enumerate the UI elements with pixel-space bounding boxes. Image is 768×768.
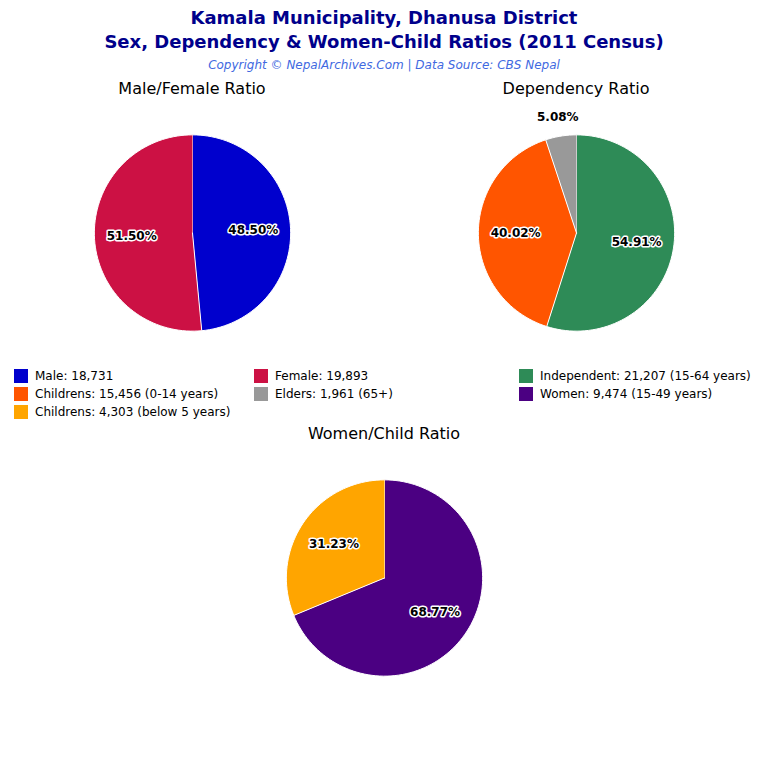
html-text:Kamala Municipality, Dhanusa D: Kamala Municipality, Dhanusa District (190, 7, 578, 28)
html-text:Sex, Dependency & Women-Child: Sex, Dependency & Women-Child Ratios (20… (104, 31, 664, 52)
svg-text:48.50%: 48.50% (228, 223, 278, 237)
html-text:Independent: 21,207 (15-64 yea: Independent: 21,207 (15-64 years) (540, 369, 751, 383)
svg-text:51.50%: 51.50% (107, 229, 157, 243)
svg-text:31.23%: 31.23% (309, 537, 359, 551)
svg-text:54.91%: 54.91% (612, 235, 662, 249)
svg-text:40.02%: 40.02% (491, 226, 541, 240)
html-text:Women/Child Ratio: Women/Child Ratio (307, 424, 461, 443)
html-text:Women: 9,474 (15-49 years): Women: 9,474 (15-49 years) (540, 387, 713, 401)
html-text:Elders: 1,961 (65+): Elders: 1,961 (65+) (275, 387, 393, 401)
html-text:Male/Female Ratio: Male/Female Ratio (118, 79, 266, 98)
html-text:Copyright © NepalArchives.Com: Copyright © NepalArchives.Com | Data Sou… (208, 58, 560, 72)
svg-text:5.08%: 5.08% (537, 110, 579, 124)
svg-text:68.77%: 68.77% (410, 605, 460, 619)
html-text:Male: 18,731: Male: 18,731 (35, 369, 114, 383)
html-text:Childrens: 15,456 (0-14 years): Childrens: 15,456 (0-14 years) (35, 387, 219, 401)
html-text:Female: 19,893: Female: 19,893 (275, 369, 369, 383)
html-text:Childrens: 4,303 (below 5 year: Childrens: 4,303 (below 5 years) (35, 405, 231, 419)
html-text:Dependency Ratio: Dependency Ratio (502, 79, 650, 98)
